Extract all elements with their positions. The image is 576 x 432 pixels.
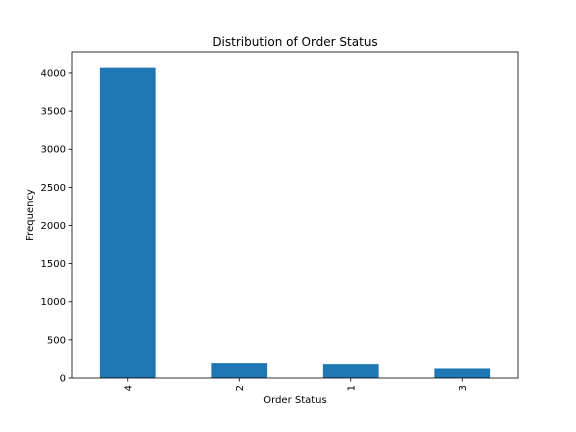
x-tick-label: 2 — [235, 385, 246, 391]
bar-3 — [434, 368, 491, 378]
y-tick-label: 4000 — [41, 68, 66, 79]
x-tick-label: 1 — [346, 385, 357, 391]
y-tick-label: 1000 — [41, 297, 66, 308]
y-tick-label: 0 — [60, 374, 66, 385]
x-tick-label: 3 — [458, 385, 469, 391]
y-tick-label: 2000 — [41, 221, 66, 232]
bar-1 — [322, 364, 379, 378]
y-tick-label: 1500 — [41, 259, 66, 270]
y-tick-label: 3500 — [41, 107, 66, 118]
plot-frame — [71, 51, 519, 379]
y-tick-label: 500 — [47, 335, 66, 346]
y-tick-label: 2500 — [41, 183, 66, 194]
bar-4 — [99, 67, 156, 378]
chart-title: Distribution of Order Status — [212, 35, 377, 49]
y-tick-label: 3000 — [41, 145, 66, 156]
x-tick-label: 4 — [123, 385, 134, 391]
x-axis-label: Order Status — [263, 395, 326, 406]
y-axis-label: Frequency — [25, 189, 36, 241]
bar-2 — [211, 363, 268, 378]
plot-area — [99, 67, 491, 378]
